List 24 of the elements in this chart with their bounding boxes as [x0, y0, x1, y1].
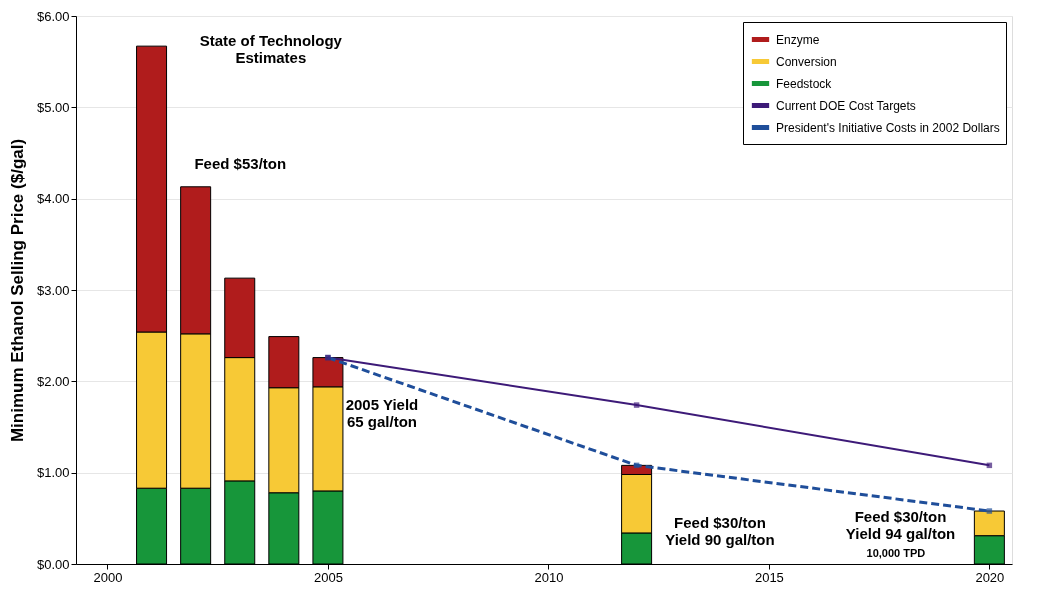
annotation: State of Technology Estimates [199, 31, 343, 66]
x-tick-label: 2015 [754, 569, 784, 585]
y-tick-label: $6.00 [36, 8, 70, 24]
y-tick-label: $4.00 [36, 191, 70, 207]
legend-label: Enzyme [776, 32, 820, 47]
y-tick-label: $5.00 [36, 99, 70, 115]
legend-label: Feedstock [776, 76, 833, 91]
annotation: Feed $53/ton [194, 154, 287, 172]
y-tick-label: $3.00 [36, 282, 70, 298]
legend-label: President's Initiative Costs in 2002 Dollars [776, 120, 1000, 135]
y-tick-label: $1.00 [36, 465, 70, 481]
legend-label: Conversion [776, 54, 837, 69]
annotation: 2005 Yield 65 gal/ton [345, 396, 419, 431]
x-tick-label: 2010 [534, 569, 564, 585]
y-axis-title: Minimum Ethanol Selling Price ($/gal) [7, 138, 27, 443]
annotation: Feed $30/ton Yield 90 gal/ton [665, 513, 775, 548]
annotation: Feed $30/ton Yield 94 gal/ton [845, 508, 956, 543]
annotation: 10,000 TPD [866, 547, 926, 560]
x-tick-label: 2020 [975, 569, 1005, 585]
x-tick-label: 2005 [313, 569, 343, 585]
x-tick-label: 2000 [93, 569, 123, 585]
y-tick-label: $0.00 [36, 556, 70, 572]
legend-label: Current DOE Cost Targets [776, 98, 916, 113]
y-tick-label: $2.00 [36, 373, 70, 389]
